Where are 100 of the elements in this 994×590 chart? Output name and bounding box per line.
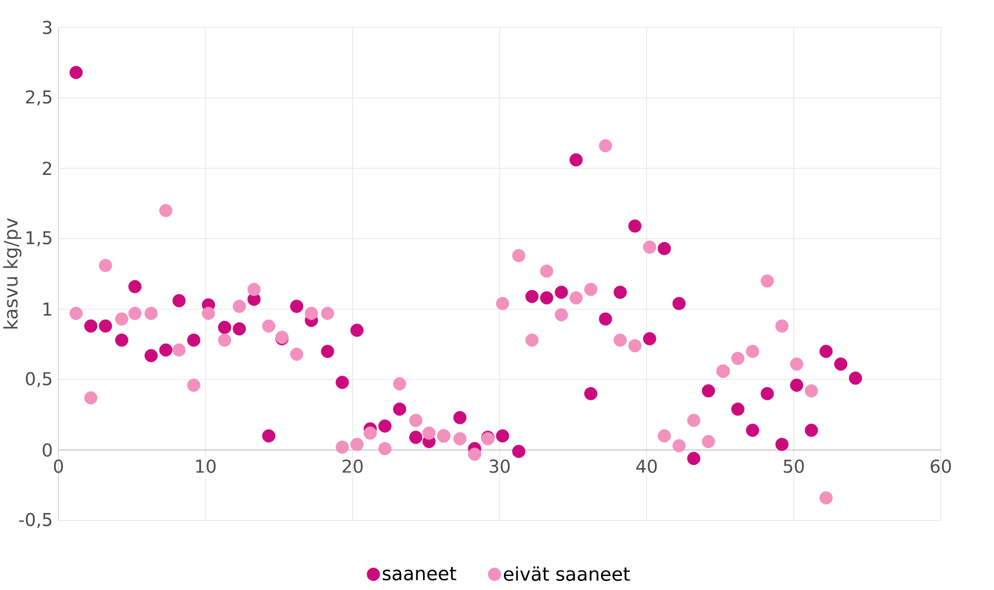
point xyxy=(350,323,364,337)
point xyxy=(409,414,422,427)
point xyxy=(115,333,128,347)
point xyxy=(775,438,789,451)
point xyxy=(187,378,200,392)
point xyxy=(393,376,406,390)
y-tick-label: 1 xyxy=(44,302,52,316)
point xyxy=(554,308,568,322)
y-tick-label: 2 xyxy=(42,162,52,175)
point xyxy=(687,414,700,427)
point xyxy=(70,66,83,79)
point xyxy=(290,347,304,361)
y-tick-label: 3 xyxy=(42,20,52,34)
point xyxy=(453,432,467,446)
point xyxy=(496,296,510,310)
point xyxy=(496,429,510,442)
point xyxy=(320,344,334,358)
point xyxy=(218,320,232,334)
point xyxy=(393,402,406,416)
point xyxy=(144,306,158,320)
point xyxy=(202,306,216,320)
point xyxy=(512,248,526,262)
x-tick-label: 60 xyxy=(930,459,951,473)
point xyxy=(554,285,568,299)
point xyxy=(760,386,774,400)
point xyxy=(658,429,671,442)
point xyxy=(584,386,598,400)
point xyxy=(98,319,112,332)
x-tick-label: 40 xyxy=(636,459,657,473)
point xyxy=(232,300,246,313)
y-tick-label: 0 xyxy=(42,443,52,456)
x-tick-label: 20 xyxy=(342,459,363,473)
point xyxy=(731,352,744,365)
point xyxy=(804,423,818,437)
point xyxy=(672,296,686,310)
point xyxy=(172,294,186,308)
point xyxy=(336,376,349,389)
point xyxy=(525,333,539,347)
point xyxy=(350,438,364,451)
point xyxy=(848,371,862,385)
point xyxy=(187,333,200,347)
point xyxy=(232,322,246,336)
point xyxy=(790,378,804,392)
x-tick-label: 30 xyxy=(490,459,510,473)
point xyxy=(819,344,833,358)
point xyxy=(262,429,276,442)
point xyxy=(70,306,83,320)
point xyxy=(598,312,612,326)
point xyxy=(643,240,656,254)
point xyxy=(746,344,760,358)
point xyxy=(128,306,142,320)
legend-label: eivät saaneet xyxy=(504,566,630,581)
point xyxy=(628,219,642,232)
point xyxy=(775,319,789,332)
point xyxy=(422,426,436,440)
x-tick-label: 10 xyxy=(196,459,216,473)
point xyxy=(525,290,539,303)
x-tick-label: 0 xyxy=(54,459,63,473)
point xyxy=(336,440,349,454)
point xyxy=(672,438,686,452)
point xyxy=(247,282,261,296)
point xyxy=(159,204,172,217)
point xyxy=(144,348,158,362)
point xyxy=(804,384,818,398)
point xyxy=(84,319,98,332)
point xyxy=(790,357,804,370)
point xyxy=(512,444,526,458)
point xyxy=(115,312,128,326)
point xyxy=(628,338,642,352)
point xyxy=(304,306,318,320)
point xyxy=(378,442,392,455)
point xyxy=(569,153,583,166)
point xyxy=(614,285,627,299)
point xyxy=(760,274,774,288)
point xyxy=(453,410,467,424)
point xyxy=(378,419,392,432)
point xyxy=(409,430,422,444)
y-tick-label: -0,5 xyxy=(19,512,52,528)
point xyxy=(262,319,276,332)
y-tick-label: 1,5 xyxy=(26,231,52,246)
point xyxy=(98,258,112,272)
point xyxy=(159,343,172,356)
x-tick-label: 50 xyxy=(784,459,804,473)
point xyxy=(172,343,186,356)
point xyxy=(819,491,833,504)
y-tick-label: 2,5 xyxy=(26,90,52,106)
point xyxy=(614,333,627,347)
y-tick-label: 0,5 xyxy=(26,372,52,387)
point xyxy=(584,282,598,296)
point xyxy=(320,306,334,320)
point xyxy=(218,333,232,347)
point xyxy=(702,434,716,448)
point xyxy=(658,242,671,255)
y-axis-title: kasvu kg/pv xyxy=(3,218,22,328)
legend-label: saaneet xyxy=(382,566,456,580)
point xyxy=(687,452,700,465)
point xyxy=(643,332,656,346)
point xyxy=(569,291,583,304)
point xyxy=(540,291,554,304)
point xyxy=(731,402,744,416)
